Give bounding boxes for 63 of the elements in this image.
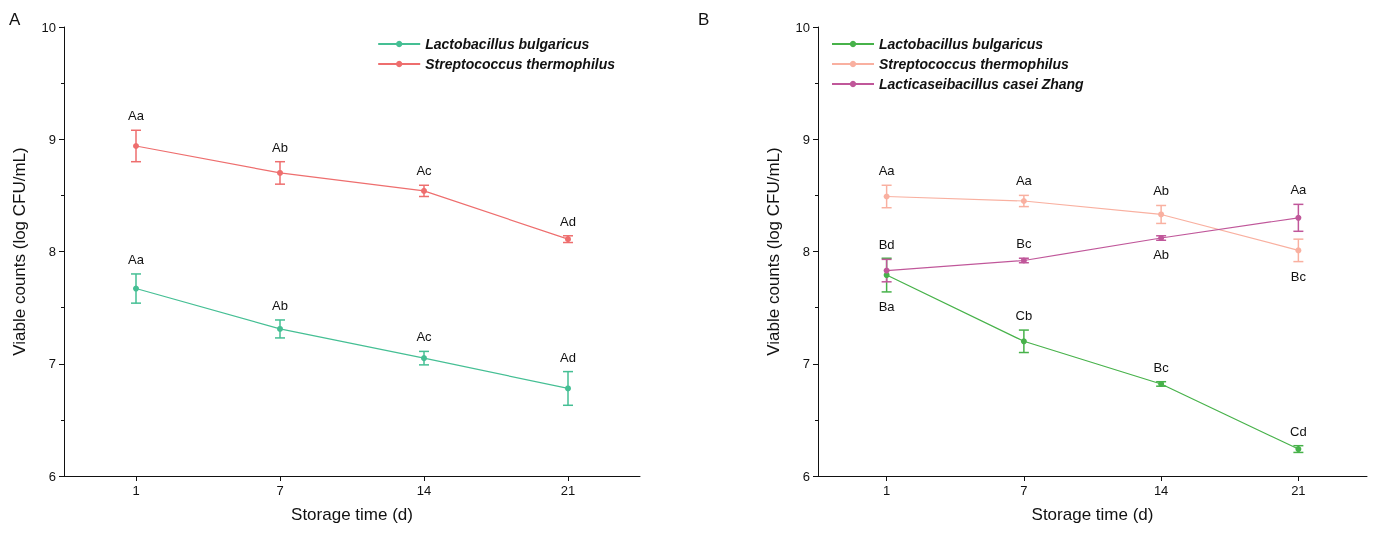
point <box>277 325 283 332</box>
data-label: Ab <box>272 297 288 313</box>
data-label: Bc <box>1153 359 1170 375</box>
point <box>1295 214 1302 221</box>
point <box>421 187 427 194</box>
x-tick-label: 14 <box>416 483 432 498</box>
x-axis-title: Storage time (d) <box>1031 505 1154 524</box>
y-tick-label: 6 <box>48 468 56 484</box>
data-label: Ac <box>416 163 433 179</box>
data-label: Aa <box>878 163 896 179</box>
point <box>277 169 283 176</box>
x-tick-label: 21 <box>1291 483 1306 498</box>
y-tick-label: 9 <box>802 131 810 147</box>
data-label: Ad <box>560 349 576 365</box>
x-tick-label: 1 <box>883 483 891 498</box>
point <box>883 267 890 274</box>
data-label: Aa <box>128 108 145 124</box>
legend-label: Streptococcus thermophilus <box>425 56 616 72</box>
point <box>1158 211 1165 218</box>
data-label: Cd <box>1290 423 1307 439</box>
data-label: Bd <box>878 237 895 253</box>
point <box>883 193 890 200</box>
point <box>421 355 427 362</box>
data-label: Ac <box>416 329 433 345</box>
data-label: Ab <box>1153 247 1170 263</box>
x-tick-label: 1 <box>132 483 140 498</box>
point <box>1020 338 1027 345</box>
y-tick-label: 10 <box>41 19 56 35</box>
y-tick-label: 6 <box>802 468 810 484</box>
point <box>565 385 571 392</box>
data-label: Bc <box>1016 236 1032 252</box>
data-label: Ad <box>560 213 576 229</box>
y-tick-label: 7 <box>48 356 56 372</box>
x-tick-label: 7 <box>276 483 284 498</box>
point <box>1020 197 1027 204</box>
data-label: Cb <box>1015 308 1033 324</box>
legend-label: Lacticaseibacillus casei Zhang <box>879 76 1085 92</box>
y-tick-label: 10 <box>795 19 810 35</box>
chart-title: A <box>9 10 21 29</box>
data-label: Ba <box>878 298 896 314</box>
point <box>1295 247 1302 254</box>
data-label: Ab <box>272 139 288 155</box>
y-axis-title: Viable counts (log CFU/mL) <box>764 147 783 356</box>
x-tick-label: 14 <box>1153 483 1169 498</box>
y-tick-label: 9 <box>48 131 56 147</box>
y-tick-label: 8 <box>48 244 56 259</box>
chart-title: B <box>698 10 710 29</box>
data-label: Ab <box>1153 183 1170 199</box>
x-tick-label: 7 <box>1020 483 1028 498</box>
y-tick-label: 7 <box>802 356 810 372</box>
y-tick-label: 8 <box>802 244 810 259</box>
data-label: Aa <box>128 251 145 267</box>
legend-label: Streptococcus thermophilus <box>879 56 1070 72</box>
data-label: Aa <box>1015 173 1033 189</box>
point <box>133 285 139 292</box>
y-axis-title: Viable counts (log CFU/mL) <box>10 147 29 356</box>
x-axis-title: Storage time (d) <box>291 505 413 524</box>
legend-label: Lactobacillus bulgaricus <box>425 36 590 52</box>
x-tick-label: 21 <box>560 483 576 498</box>
legend-label: Lactobacillus bulgaricus <box>879 36 1044 52</box>
data-label: Bc <box>1290 268 1307 284</box>
data-label: Aa <box>1290 182 1308 198</box>
point <box>133 142 139 149</box>
